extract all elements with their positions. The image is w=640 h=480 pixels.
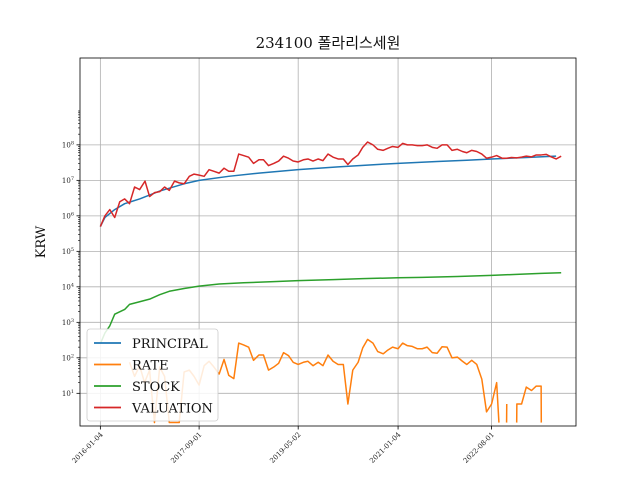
legend-label-principal: PRINCIPAL xyxy=(132,337,208,352)
y-tick-label: 107 xyxy=(62,176,74,185)
y-tick-label: 108 xyxy=(62,140,74,149)
y-tick-label: 101 xyxy=(62,389,74,398)
legend: PRINCIPAL RATE STOCK VALUATION xyxy=(86,328,219,422)
series-line-stock xyxy=(99,271,562,344)
legend-label-rate: RATE xyxy=(132,359,169,374)
legend-label-stock: STOCK xyxy=(132,380,180,395)
legend-label-valuation: VALUATION xyxy=(131,402,213,417)
y-tick-label: 102 xyxy=(62,353,74,362)
plot-frame xyxy=(79,57,577,427)
series-line-principal xyxy=(99,155,557,227)
series-line-valuation xyxy=(99,141,562,227)
y-tick-label: 105 xyxy=(62,247,74,256)
y-axis-label: KRW xyxy=(34,225,49,258)
y-tick-label: 106 xyxy=(62,211,74,220)
grid-lines xyxy=(80,58,576,426)
y-tick-label: 104 xyxy=(62,282,74,291)
y-tick-label: 103 xyxy=(62,318,74,327)
series-lines xyxy=(99,141,562,424)
chart-title: 234100 폴라리스세원 xyxy=(256,34,401,52)
legend-box xyxy=(86,328,219,422)
